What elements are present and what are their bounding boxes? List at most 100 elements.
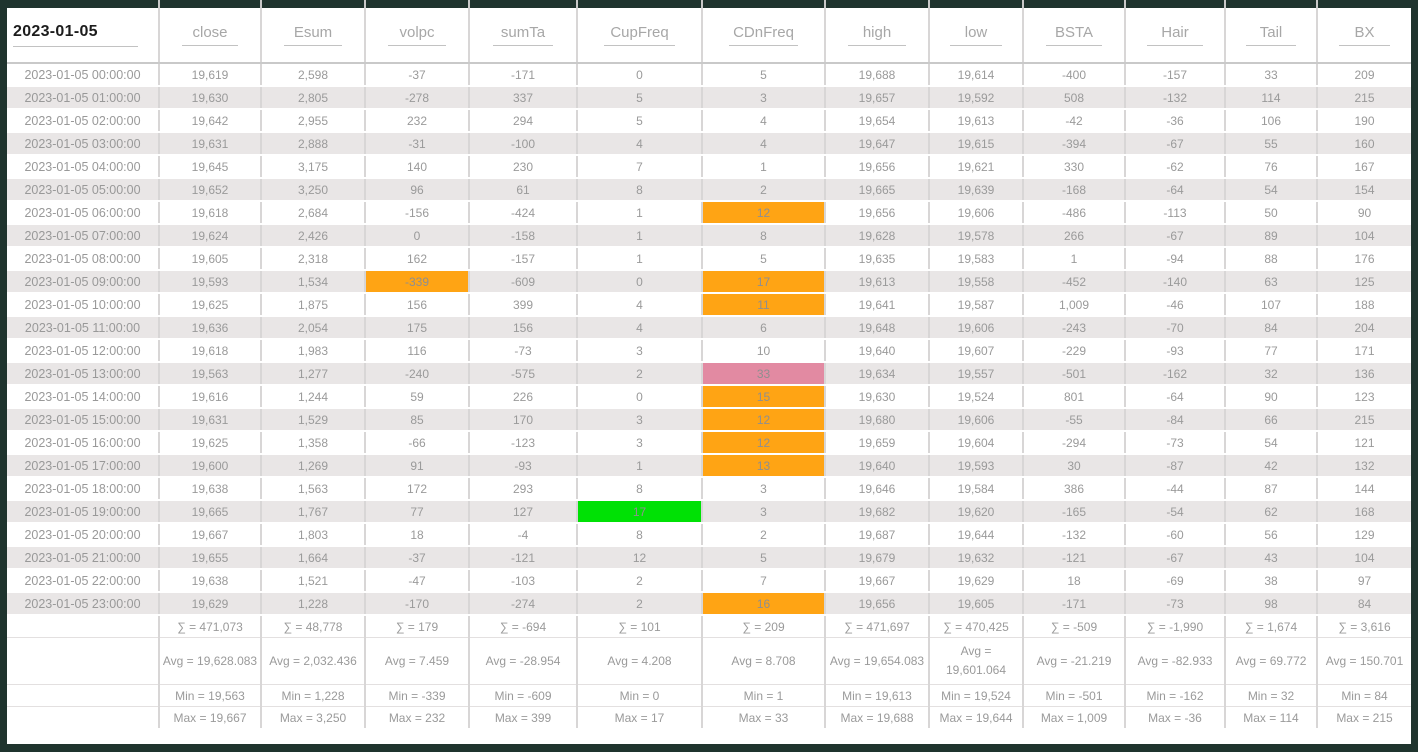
column-header-sumta[interactable]: sumTa <box>469 8 578 64</box>
cell: 104 <box>1317 224 1411 248</box>
column-header-hair[interactable]: Hair <box>1125 8 1226 64</box>
column-header-high[interactable]: high <box>825 8 930 64</box>
table-row: 2023-01-05 08:00:00 19,605 2,318 162 -157 1 5 1… <box>7 247 1411 271</box>
column-header-tail[interactable]: Tail <box>1225 8 1318 64</box>
column-filter-underline[interactable] <box>181 45 239 46</box>
cell: -132 <box>1125 86 1226 110</box>
cell: 175 <box>365 316 470 340</box>
row-timestamp: 2023-01-05 13:00:00 <box>7 362 160 386</box>
cell: 19,648 <box>825 316 930 340</box>
column-filter-underline[interactable] <box>728 45 799 46</box>
hourly-data-table: 2023-01-05 close Esum volpc sumTa CupFreq CDn… <box>7 0 1411 728</box>
cell: 38 <box>1225 569 1318 593</box>
column-filter-underline[interactable] <box>492 45 554 46</box>
cell: -47 <box>365 569 470 593</box>
column-label: CDnFreq <box>733 24 794 41</box>
column-filter-underline[interactable] <box>13 46 139 47</box>
avg-cell: Avg = 69.772 <box>1225 637 1318 685</box>
cell: -157 <box>469 247 578 271</box>
cell: 3,250 <box>261 178 366 202</box>
table-row: 2023-01-05 15:00:00 19,631 1,529 85 170 3 12 19… <box>7 408 1411 432</box>
cell: -94 <box>1125 247 1226 271</box>
cell: 19,584 <box>929 477 1024 501</box>
row-timestamp: 2023-01-05 11:00:00 <box>7 316 160 340</box>
sum-cell: ∑ = -1,990 <box>1125 615 1226 638</box>
column-header-close[interactable]: close <box>159 8 262 64</box>
cell: -73 <box>1125 431 1226 455</box>
column-filter-underline[interactable] <box>1045 45 1103 46</box>
column-filter-underline[interactable] <box>1246 45 1296 46</box>
cell: 144 <box>1317 477 1411 501</box>
row-timestamp: 2023-01-05 23:00:00 <box>7 592 160 616</box>
column-filter-underline[interactable] <box>603 45 676 46</box>
max-cell: Max = 232 <box>365 706 470 728</box>
column-label: Esum <box>293 24 333 41</box>
cell: -67 <box>1125 132 1226 156</box>
cell: 3 <box>702 500 826 524</box>
min-cell: Min = 32 <box>1225 684 1318 707</box>
cell: 77 <box>365 500 470 524</box>
column-header-bsta[interactable]: BSTA <box>1023 8 1126 64</box>
cell: 168 <box>1317 500 1411 524</box>
cell: 55 <box>1225 132 1318 156</box>
column-header-low[interactable]: low <box>929 8 1024 64</box>
cell: 226 <box>469 385 578 409</box>
row-timestamp: 2023-01-05 17:00:00 <box>7 454 160 478</box>
avg-cell: Avg = 2,032.436 <box>261 637 366 685</box>
cell: 19,659 <box>825 431 930 455</box>
avg-cell: Avg = 8.708 <box>702 637 826 685</box>
column-filter-underline[interactable] <box>1338 45 1391 46</box>
row-timestamp: 2023-01-05 18:00:00 <box>7 477 160 501</box>
cell: 19,645 <box>159 155 262 179</box>
avg-cell: Avg = 7.459 <box>365 637 470 685</box>
cell: 7 <box>702 569 826 593</box>
column-header-volpc[interactable]: volpc <box>365 8 470 64</box>
cell: 386 <box>1023 477 1126 501</box>
cell: -229 <box>1023 339 1126 363</box>
highlighted-cell: 16 <box>702 592 826 616</box>
column-header-cdnfreq[interactable]: CDnFreq <box>702 8 826 64</box>
date-header-cell[interactable]: 2023-01-05 <box>7 8 160 64</box>
column-header-esum[interactable]: Esum <box>261 8 366 64</box>
cell: -36 <box>1125 109 1226 133</box>
table-row: 2023-01-05 06:00:00 19,618 2,684 -156 -424 1 1… <box>7 201 1411 225</box>
summary-row-spacer <box>7 637 160 685</box>
avg-cell: Avg = 4.208 <box>577 637 703 685</box>
cell: 294 <box>469 109 578 133</box>
cell: 89 <box>1225 224 1318 248</box>
cell: 85 <box>365 408 470 432</box>
cell: 1 <box>1023 247 1126 271</box>
cell: 77 <box>1225 339 1318 363</box>
column-header-bx[interactable]: BX <box>1317 8 1411 64</box>
cell: -452 <box>1023 270 1126 294</box>
row-timestamp: 2023-01-05 15:00:00 <box>7 408 160 432</box>
cell: 167 <box>1317 155 1411 179</box>
column-header-cupfreq[interactable]: CupFreq <box>577 8 703 64</box>
column-filter-underline[interactable] <box>848 45 906 46</box>
cell: 293 <box>469 477 578 501</box>
cell: 1 <box>702 155 826 179</box>
cell: -93 <box>1125 339 1226 363</box>
cell: 19,640 <box>825 339 930 363</box>
table-row: 2023-01-05 16:00:00 19,625 1,358 -66 -123 3 12… <box>7 431 1411 455</box>
cell: 3 <box>577 339 703 363</box>
cell: 1,358 <box>261 431 366 455</box>
cell: 19,616 <box>159 385 262 409</box>
column-filter-underline[interactable] <box>950 45 1002 46</box>
top-bar-segment <box>702 0 826 8</box>
cell: -46 <box>1125 293 1226 317</box>
cell: 1,534 <box>261 270 366 294</box>
min-cell: Min = 19,613 <box>825 684 930 707</box>
sum-cell: ∑ = -694 <box>469 615 578 638</box>
cell: -42 <box>1023 109 1126 133</box>
cell: -278 <box>365 86 470 110</box>
cell: 172 <box>365 477 470 501</box>
cell: -64 <box>1125 385 1226 409</box>
cell: -55 <box>1023 408 1126 432</box>
column-filter-underline[interactable] <box>284 45 342 46</box>
cell: -67 <box>1125 546 1226 570</box>
column-filter-underline[interactable] <box>388 45 446 46</box>
column-filter-underline[interactable] <box>1147 45 1203 46</box>
cell: -37 <box>365 63 470 87</box>
